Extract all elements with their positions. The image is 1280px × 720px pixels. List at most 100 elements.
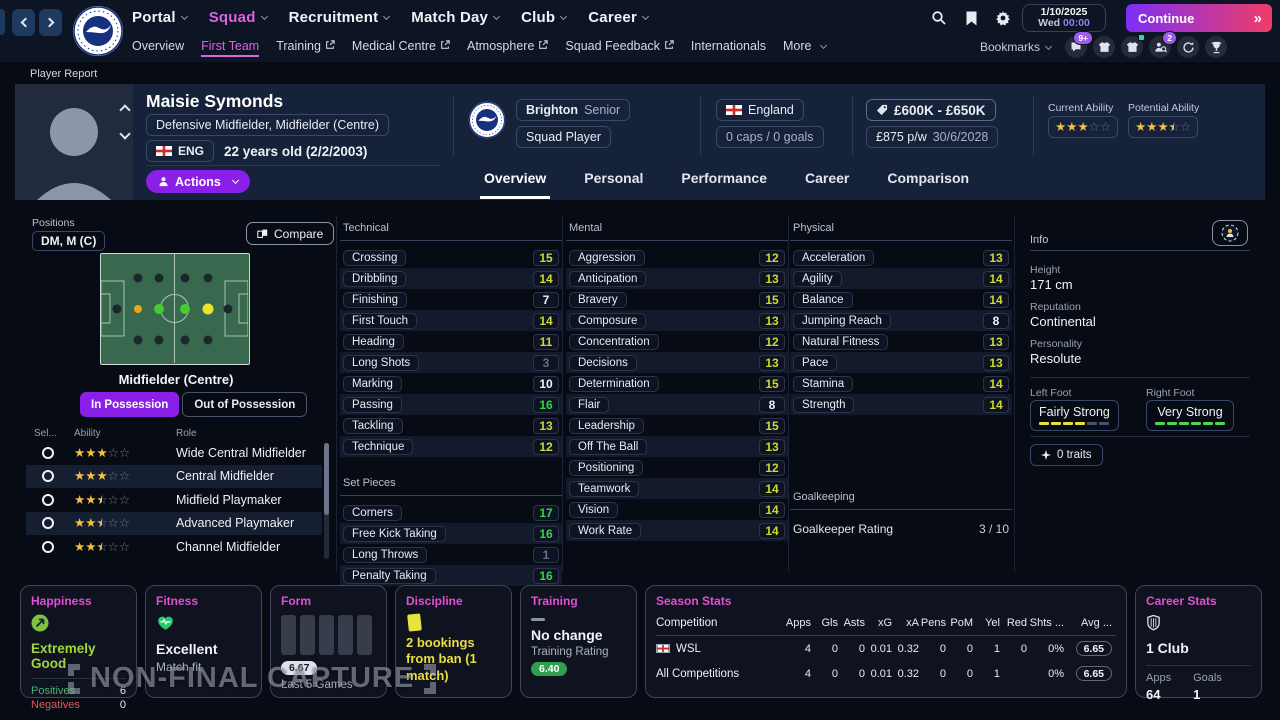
menu-club[interactable]: Club xyxy=(521,9,568,26)
continue-button[interactable]: Continue » xyxy=(1126,4,1272,32)
positives-row[interactable]: Positives 6 xyxy=(31,684,126,698)
squad-icon-button[interactable] xyxy=(1093,36,1116,58)
negatives-row[interactable]: Negatives 0 xyxy=(31,698,126,712)
messages-icon-button[interactable]: 9+ xyxy=(1065,31,1094,58)
attribute-row-work-rate: Work Rate 14 xyxy=(566,520,788,541)
bookmarks-dropdown[interactable]: Bookmarks xyxy=(980,40,1053,54)
brighton-crest-icon xyxy=(73,6,123,56)
attribute-name: First Touch xyxy=(343,312,418,329)
attribute-value: 1 xyxy=(533,546,559,563)
selected-position-caption: Midfielder (Centre) xyxy=(118,372,234,387)
role-select-radio[interactable] xyxy=(42,493,54,506)
role-select-radio[interactable] xyxy=(42,540,54,553)
in-possession-button[interactable]: In Possession xyxy=(80,392,180,417)
attribute-row-balance: Balance 14 xyxy=(790,289,1012,310)
tab-comparison[interactable]: Comparison xyxy=(887,170,970,186)
menu-portal[interactable]: Portal xyxy=(132,9,188,26)
subnav-overview[interactable]: Overview xyxy=(132,39,184,55)
refresh-icon-button[interactable] xyxy=(1177,36,1200,58)
role-row-central-midfielder[interactable]: ★★★☆☆ Central Midfielder xyxy=(26,464,322,488)
no-change-icon xyxy=(531,618,545,621)
left-foot-bars xyxy=(1039,422,1110,425)
out-of-possession-button[interactable]: Out of Possession xyxy=(182,392,308,417)
foot-strength-segment xyxy=(1099,422,1110,425)
attribute-value: 12 xyxy=(533,438,559,455)
attribute-row-corners: Corners 17 xyxy=(340,502,562,523)
subnav-atmosphere[interactable]: Atmosphere xyxy=(467,39,549,55)
role-rows: ★★★☆☆ Wide Central Midfielder ★★★☆☆ Central… xyxy=(26,441,322,559)
chevron-down-icon xyxy=(180,12,188,20)
menu-squad[interactable]: Squad xyxy=(209,9,268,26)
stat-header-yel: Yel xyxy=(985,617,1000,629)
role-select-radio[interactable] xyxy=(42,470,54,483)
brighton-club-logo[interactable] xyxy=(72,5,124,57)
subnav-more[interactable]: More xyxy=(783,39,828,55)
average-rating: 6.65 xyxy=(1064,641,1112,656)
attribute-name: Decisions xyxy=(569,354,637,371)
transfer-value-pill[interactable]: £600K - £650K xyxy=(866,99,996,121)
form-panel: Form 6.67 Last 5 Games xyxy=(270,585,387,698)
subnav-squad-feedback[interactable]: Squad Feedback xyxy=(565,39,674,55)
role-select-radio[interactable] xyxy=(42,517,54,530)
kit-icon-button[interactable] xyxy=(1121,34,1146,58)
stat-value: 0 xyxy=(966,642,973,655)
role-row-wide-central-midfielder[interactable]: ★★★☆☆ Wide Central Midfielder xyxy=(26,441,322,465)
nation-pill[interactable]: England xyxy=(716,99,804,121)
divider xyxy=(453,96,454,156)
refresh-icon xyxy=(1182,41,1194,53)
attribute-name: Finishing xyxy=(343,291,408,308)
attribute-row-acceleration: Acceleration 13 xyxy=(790,247,1012,268)
bookmark-icon[interactable] xyxy=(962,9,980,27)
watermark-bracket xyxy=(68,663,80,694)
gear-icon[interactable] xyxy=(994,9,1012,27)
column-header-ability: Ability xyxy=(74,428,101,439)
tab-overview[interactable]: Overview xyxy=(480,164,550,196)
tab-career[interactable]: Career xyxy=(805,170,850,186)
subnav-first-team[interactable]: First Team xyxy=(201,39,259,55)
tab-performance[interactable]: Performance xyxy=(681,170,767,186)
stat-value: 0 xyxy=(858,642,865,655)
search-icon[interactable] xyxy=(930,9,948,27)
position-dot xyxy=(154,335,164,345)
external-link-icon xyxy=(440,39,450,53)
menu-career[interactable]: Career xyxy=(588,9,650,26)
compare-button[interactable]: Compare xyxy=(246,222,335,245)
stat-value: 0.01 xyxy=(870,642,892,655)
role-row-advanced-playmaker[interactable]: ★★☆ ★ ☆☆ Advanced Playmaker xyxy=(26,511,322,535)
right-foot-strength: Very Strong xyxy=(1157,405,1223,419)
subnav-label: Squad Feedback xyxy=(565,39,660,53)
traits-button[interactable]: 0 traits xyxy=(1030,444,1103,466)
actions-button[interactable]: Actions xyxy=(146,170,250,193)
role-row-midfield-playmaker[interactable]: ★★☆ ★ ☆☆ Midfield Playmaker xyxy=(26,488,322,512)
subnav-training[interactable]: Training xyxy=(276,39,335,55)
tab-personal[interactable]: Personal xyxy=(584,170,644,186)
attribute-row-first-touch: First Touch 14 xyxy=(340,310,562,331)
role-list-scrollbar[interactable] xyxy=(324,443,329,559)
attribute-name: Heading xyxy=(343,333,404,350)
role-name: Midfield Playmaker xyxy=(176,492,282,507)
star-icon: ★ xyxy=(85,516,97,531)
scouting-icon-button[interactable]: 2 xyxy=(1149,31,1178,58)
subnav-medical-centre[interactable]: Medical Centre xyxy=(352,39,450,55)
chevron-up-icon[interactable] xyxy=(119,104,131,116)
divider xyxy=(1030,436,1250,437)
attribute-row-pace: Pace 13 xyxy=(790,352,1012,373)
role-row-channel-midfielder[interactable]: ★★☆ ★ ☆☆ Channel Midfielder xyxy=(26,535,322,559)
squad-status-pill[interactable]: Squad Player xyxy=(516,126,612,148)
subnav-internationals[interactable]: Internationals xyxy=(691,39,766,55)
fitness-status: Excellent xyxy=(156,641,218,657)
back-button[interactable] xyxy=(12,9,35,36)
menu-recruitment[interactable]: Recruitment xyxy=(289,9,391,26)
club-pill[interactable]: Brighton Senior xyxy=(516,99,631,121)
trophy-icon-button[interactable] xyxy=(1205,36,1228,58)
chevron-down-icon[interactable] xyxy=(119,128,131,140)
role-select-radio[interactable] xyxy=(42,446,54,459)
position-dot xyxy=(133,273,143,283)
menu-match-day[interactable]: Match Day xyxy=(411,9,501,26)
forward-button[interactable] xyxy=(39,9,62,36)
club-shield-icon xyxy=(1147,614,1160,631)
scrollbar-thumb[interactable] xyxy=(324,443,329,515)
potential-ability-stars: ★ ★ ★ ☆ ★ ☆ xyxy=(1128,116,1199,138)
attribute-name: Composure xyxy=(569,312,647,329)
player-profile-widget-button[interactable] xyxy=(1212,220,1248,246)
